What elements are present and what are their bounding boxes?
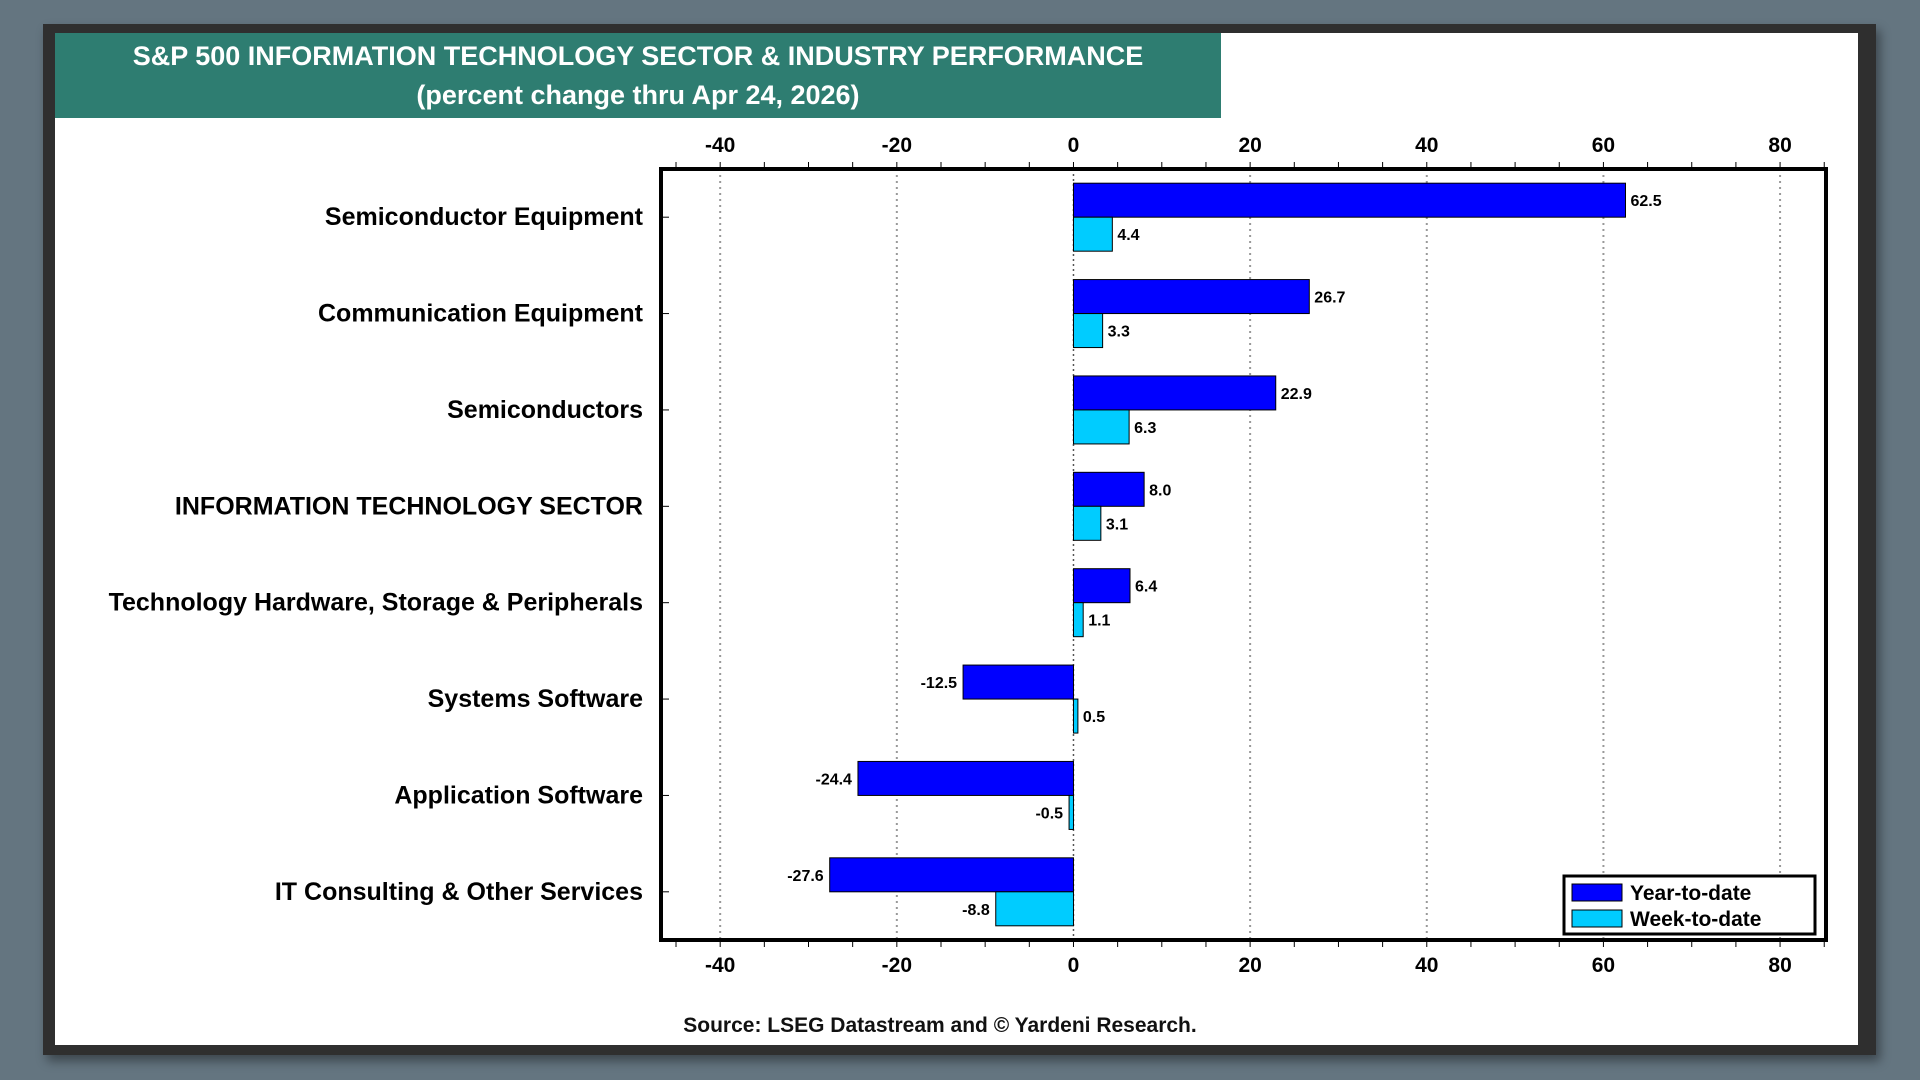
bar-week-to-date <box>1072 602 1084 638</box>
chart-subtitle: (percent change thru Apr 24, 2026) <box>416 80 860 110</box>
bar-week-to-date <box>1072 216 1113 252</box>
category-label: IT Consulting & Other Services <box>275 878 643 906</box>
category-label: Application Software <box>394 781 643 809</box>
category-label: Semiconductor Equipment <box>325 203 644 231</box>
x-tick-label-top: -40 <box>705 134 735 157</box>
data-label: 4.4 <box>1117 227 1139 244</box>
bar-year-to-date <box>962 664 1074 700</box>
x-tick-label-bottom: 20 <box>1238 954 1261 977</box>
x-tick-label-top: 80 <box>1768 134 1791 157</box>
x-tick-label-bottom: 80 <box>1768 954 1791 977</box>
x-tick-label-bottom: 40 <box>1415 954 1438 977</box>
data-label: -27.6 <box>787 868 824 885</box>
x-tick-label-top: -20 <box>882 134 912 157</box>
data-label: 8.0 <box>1149 482 1171 499</box>
data-label: -12.5 <box>921 675 958 692</box>
data-label: 1.1 <box>1088 613 1110 630</box>
x-tick-label-bottom: 60 <box>1592 954 1615 977</box>
data-label: 0.5 <box>1083 709 1105 726</box>
bar-week-to-date <box>1072 505 1102 541</box>
data-label: 62.5 <box>1631 193 1662 210</box>
data-label: 6.4 <box>1135 579 1157 596</box>
bar-year-to-date <box>1072 568 1131 604</box>
x-tick-label-top: 0 <box>1068 134 1080 157</box>
x-tick-label-bottom: -20 <box>882 954 912 977</box>
data-label: -24.4 <box>815 771 852 788</box>
legend-swatch <box>1571 909 1623 928</box>
bar-year-to-date <box>857 760 1074 796</box>
data-label: 6.3 <box>1134 420 1156 437</box>
x-tick-label-top: 40 <box>1415 134 1438 157</box>
bar-year-to-date <box>1072 279 1310 315</box>
bar-week-to-date <box>1072 698 1079 734</box>
x-tick-label-bottom: 0 <box>1068 954 1080 977</box>
source-note: Source: LSEG Datastream and © Yardeni Re… <box>683 1014 1197 1037</box>
plot-border <box>659 167 1828 942</box>
legend-label: Year-to-date <box>1630 882 1751 905</box>
bar-year-to-date <box>1072 471 1145 507</box>
bar-week-to-date <box>1068 794 1074 830</box>
data-label: -8.8 <box>962 902 990 919</box>
category-label: Systems Software <box>428 685 643 713</box>
data-label: 3.3 <box>1108 324 1130 341</box>
legend-swatch <box>1571 883 1623 902</box>
data-label: 26.7 <box>1314 290 1345 307</box>
legend-label: Week-to-date <box>1630 908 1761 931</box>
x-tick-label-top: 20 <box>1238 134 1261 157</box>
bar-week-to-date <box>1072 313 1104 349</box>
category-label: Technology Hardware, Storage & Periphera… <box>109 589 643 617</box>
category-label: Communication Equipment <box>318 300 644 328</box>
category-label: Semiconductors <box>447 396 643 424</box>
bar-year-to-date <box>829 857 1074 893</box>
bar-year-to-date <box>1072 375 1277 411</box>
x-tick-label-top: 60 <box>1592 134 1615 157</box>
category-label: INFORMATION TECHNOLOGY SECTOR <box>175 492 643 520</box>
data-label: 22.9 <box>1281 386 1312 403</box>
data-label: -0.5 <box>1035 805 1063 822</box>
chart-title: S&P 500 INFORMATION TECHNOLOGY SECTOR & … <box>132 41 1144 71</box>
bar-year-to-date <box>1072 182 1627 218</box>
data-label: 3.1 <box>1106 516 1128 533</box>
bar-week-to-date <box>995 891 1074 927</box>
x-tick-label-bottom: -40 <box>705 954 735 977</box>
bar-week-to-date <box>1072 409 1130 445</box>
chart-title-banner: S&P 500 INFORMATION TECHNOLOGY SECTOR & … <box>55 33 1221 118</box>
